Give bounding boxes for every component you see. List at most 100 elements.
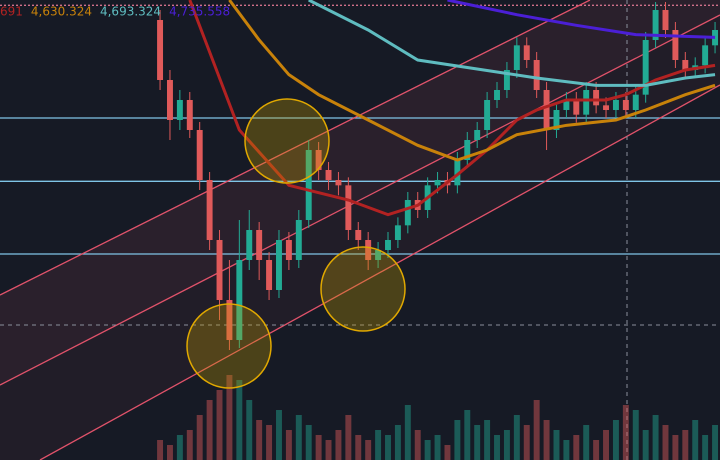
volume-bar: [266, 425, 273, 460]
volume-bar: [414, 430, 421, 460]
moving-average: [228, 0, 716, 162]
volume-bar: [474, 425, 481, 460]
candle-body: [266, 260, 273, 290]
candle-body: [603, 105, 610, 110]
volume-bar: [176, 435, 183, 460]
volume-bar: [186, 430, 193, 460]
candle-body: [365, 240, 372, 260]
candle-body: [523, 45, 530, 60]
candle-body: [583, 90, 590, 115]
candle-body: [632, 94, 639, 110]
volume-bar: [345, 415, 352, 460]
candle-body: [662, 10, 669, 30]
volume-bar: [434, 435, 441, 460]
candle-body: [335, 180, 342, 186]
highlight-circle: [320, 246, 406, 332]
volume-bar: [622, 405, 629, 460]
candle-body: [236, 260, 243, 340]
candle-body: [702, 45, 709, 66]
channel-line: [39, 84, 720, 460]
candle-body: [474, 130, 481, 140]
volume-bar: [424, 440, 431, 460]
candle-body: [226, 300, 233, 340]
candle-body: [157, 20, 164, 80]
candle-body: [246, 230, 253, 260]
volume-bar: [375, 430, 382, 460]
legend-value: 4,630.324: [31, 5, 92, 19]
legend-value: 4,735.558: [169, 5, 230, 19]
volume-bar: [464, 410, 471, 460]
volume-bar: [702, 435, 709, 460]
volume-bar: [365, 440, 372, 460]
candle-body: [206, 180, 213, 240]
moving-average: [447, 0, 716, 39]
candle-body: [612, 100, 619, 110]
volume-bar: [246, 400, 253, 460]
volume-bar: [523, 425, 530, 460]
candle-body: [345, 185, 352, 230]
candle-body: [276, 240, 282, 290]
volume-bar: [642, 430, 649, 460]
volume-bar: [305, 425, 312, 460]
candle-body: [712, 30, 719, 46]
channel-fill: [0, 0, 720, 385]
legend-value: 4,693.324: [100, 5, 161, 19]
volume-bar: [573, 435, 580, 460]
volume-bar: [276, 410, 282, 460]
volume-bar: [385, 435, 391, 460]
candle-body: [642, 40, 649, 95]
volume-bar: [503, 430, 510, 460]
volume-bar: [226, 375, 233, 460]
candle-body: [196, 130, 203, 180]
volume: [157, 375, 719, 460]
volume-bar: [692, 420, 699, 460]
volume-bar: [563, 440, 570, 460]
candle-body: [622, 100, 629, 110]
volume-bar: [355, 435, 362, 460]
candle-body: [385, 240, 391, 250]
candle-body: [295, 220, 302, 260]
volume-bar: [484, 420, 491, 460]
volume-bar: [712, 425, 719, 460]
candle-body: [285, 240, 292, 260]
candle-body: [652, 10, 659, 40]
volume-bar: [444, 445, 451, 460]
volume-bar: [513, 415, 520, 460]
candles: [157, 2, 719, 350]
candle-body: [454, 160, 461, 186]
candle-body: [484, 100, 491, 130]
candle-body: [325, 170, 332, 180]
candle-body: [355, 230, 362, 240]
moving-averages: [188, 0, 716, 217]
volume-bar: [404, 405, 411, 460]
volume-bar: [533, 400, 540, 460]
candle-body: [434, 180, 441, 186]
levels: [0, 4, 720, 255]
volume-bar: [236, 380, 243, 460]
candle-body: [166, 80, 173, 120]
volume-bar: [682, 430, 689, 460]
candle-body: [464, 140, 471, 160]
candle-body: [305, 150, 312, 220]
volume-bar: [593, 440, 600, 460]
volume-bar: [157, 440, 164, 460]
volume-bar: [216, 390, 223, 460]
candle-body: [543, 90, 550, 130]
candle-body: [553, 110, 560, 130]
candle-body: [503, 70, 510, 90]
highlight-circle: [244, 98, 330, 184]
volume-bar: [256, 420, 263, 460]
candle-body: [394, 225, 401, 240]
candle-body: [513, 45, 520, 70]
legend: 691 4,630.324 4,693.324 4,735.558: [0, 5, 230, 19]
moving-average: [188, 0, 716, 217]
candle-body: [186, 100, 193, 130]
volume-bar: [662, 425, 669, 460]
volume-bar: [325, 440, 332, 460]
highlight-circle: [186, 303, 272, 389]
volume-bar: [494, 435, 500, 460]
volume-bar: [285, 430, 292, 460]
candle-body: [176, 100, 183, 120]
